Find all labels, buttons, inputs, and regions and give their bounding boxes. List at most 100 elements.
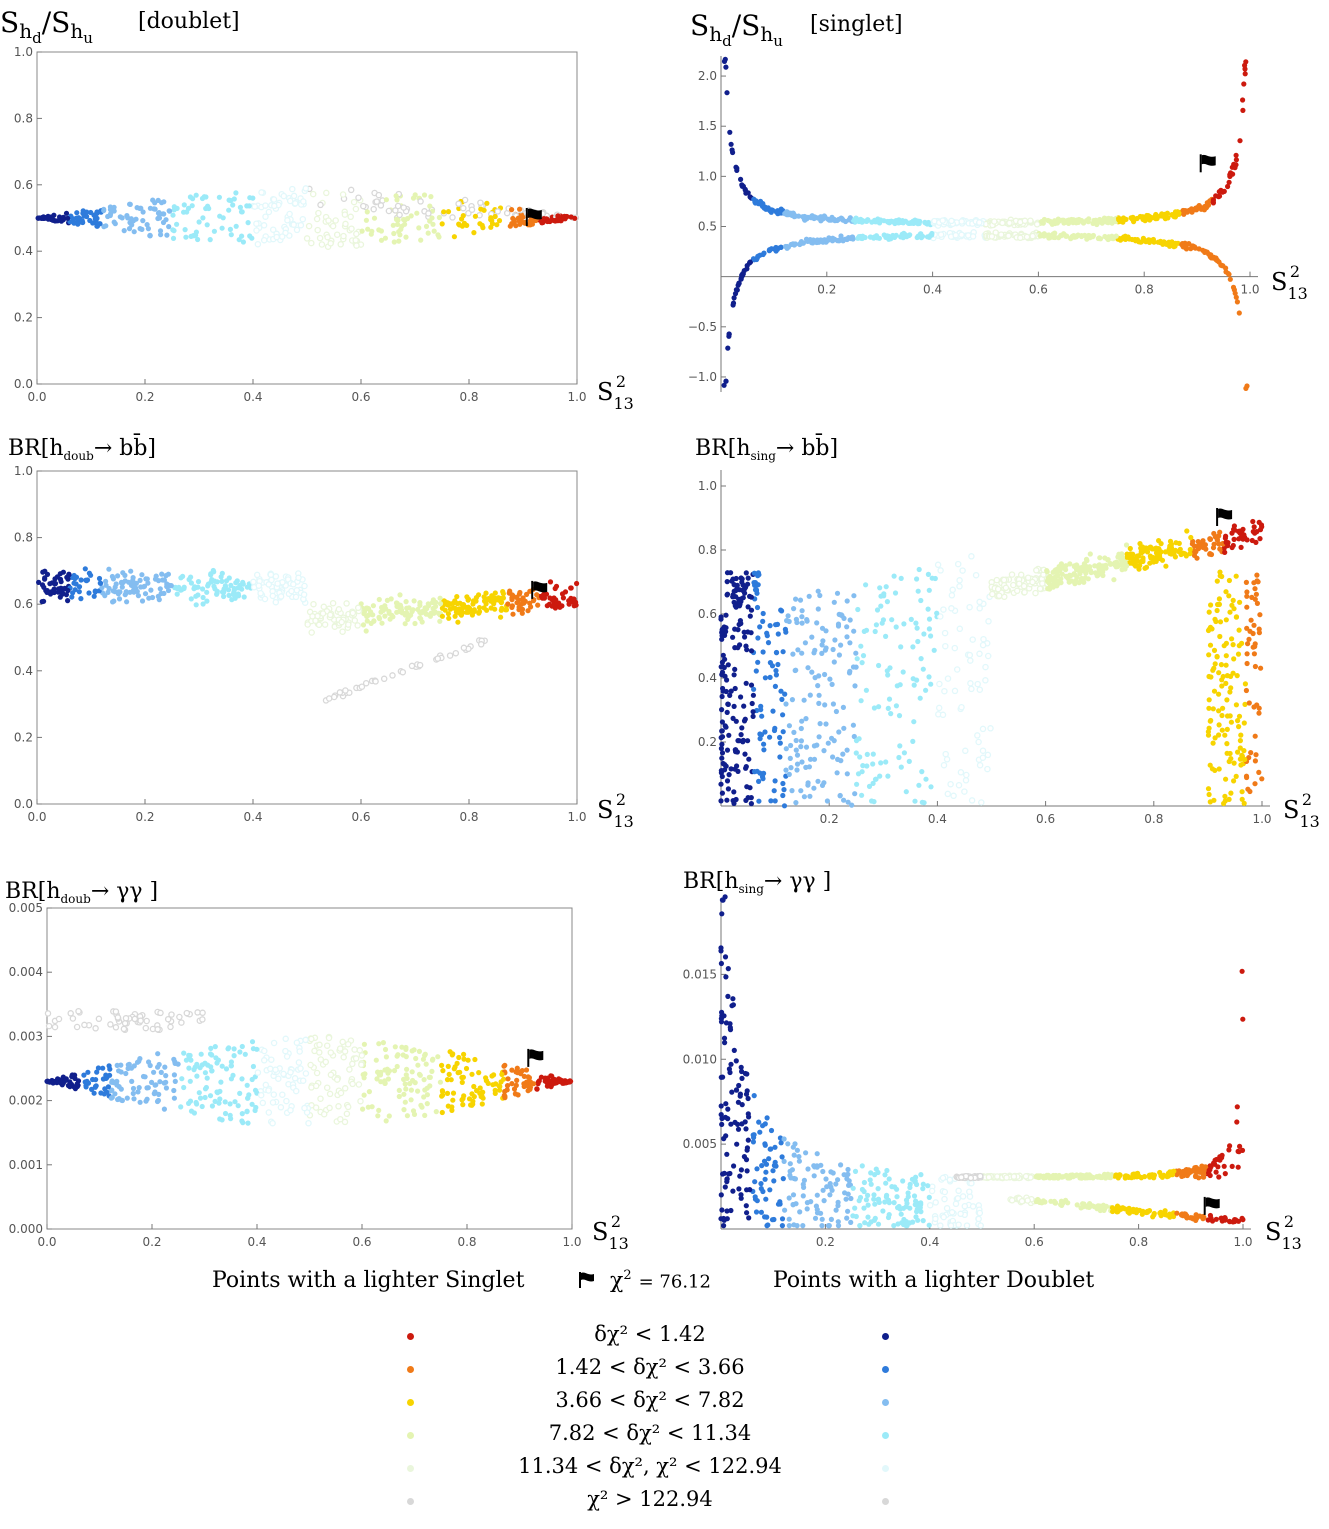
y-tick-label: 0.005	[683, 1137, 717, 1151]
data-point	[917, 695, 923, 701]
data-point	[396, 1093, 402, 1100]
data-point	[1256, 710, 1262, 716]
data-point	[734, 1141, 740, 1147]
data-point	[779, 1223, 786, 1229]
data-point	[900, 1178, 906, 1184]
data-point	[761, 250, 767, 256]
data-point	[812, 675, 818, 681]
data-point	[940, 606, 947, 613]
data-point	[325, 1034, 333, 1042]
data-point	[910, 738, 916, 745]
data-point	[424, 1101, 430, 1107]
data-point	[739, 725, 745, 731]
data-point	[365, 226, 371, 232]
data-point	[742, 187, 748, 193]
data-point	[926, 616, 933, 622]
x-tick-label: 0.8	[1129, 1235, 1148, 1249]
data-point	[156, 578, 162, 584]
data-point	[1188, 534, 1194, 541]
data-point	[804, 1206, 810, 1212]
data-point	[277, 593, 285, 600]
data-point	[929, 232, 935, 238]
data-point	[129, 1078, 135, 1084]
data-point	[535, 1081, 541, 1087]
data-point	[433, 599, 439, 606]
data-point	[786, 1195, 792, 1201]
data-point	[1195, 539, 1201, 545]
data-point	[211, 578, 218, 584]
data-point	[434, 655, 442, 662]
data-point	[744, 1147, 750, 1153]
data-point	[510, 611, 516, 617]
data-point	[1211, 647, 1218, 654]
data-point	[885, 773, 891, 779]
data-point	[411, 598, 417, 604]
data-point	[359, 228, 365, 234]
data-point	[883, 759, 889, 765]
data-point	[1178, 1170, 1184, 1176]
data-point	[798, 738, 805, 744]
x-tick-label: 0.6	[1025, 1235, 1044, 1249]
data-point	[144, 576, 150, 582]
data-point	[1050, 231, 1056, 237]
data-point	[1222, 798, 1228, 804]
data-point	[878, 217, 884, 223]
data-point	[392, 1044, 398, 1050]
data-point	[955, 1187, 962, 1195]
data-point	[137, 577, 143, 584]
data-point	[246, 203, 252, 209]
data-point	[179, 1076, 185, 1082]
data-point	[365, 612, 372, 618]
data-point	[802, 640, 809, 646]
data-point	[415, 1088, 421, 1094]
data-point	[262, 202, 269, 209]
data-point	[1236, 627, 1242, 633]
data-point	[857, 1223, 863, 1229]
data-point	[216, 194, 222, 200]
data-point	[93, 211, 99, 217]
data-point	[1144, 547, 1150, 553]
data-point	[75, 1007, 82, 1015]
data-point	[988, 233, 996, 240]
data-point	[788, 742, 794, 749]
data-point	[836, 652, 843, 658]
data-point	[863, 1197, 870, 1203]
data-point	[859, 219, 865, 225]
data-point	[81, 1072, 87, 1078]
data-point	[803, 764, 809, 771]
data-point	[976, 1172, 984, 1180]
data-point	[262, 213, 269, 220]
data-point	[1213, 1169, 1219, 1175]
data-point	[382, 235, 388, 241]
data-point	[323, 1042, 331, 1049]
data-point	[163, 573, 169, 579]
data-point	[327, 611, 334, 619]
data-point	[872, 628, 878, 635]
data-point	[1258, 665, 1264, 671]
data-point	[1036, 585, 1044, 592]
data-point	[1248, 617, 1254, 623]
data-point	[1177, 546, 1183, 552]
data-point	[1142, 565, 1148, 571]
data-point	[82, 566, 88, 572]
data-point	[261, 1047, 268, 1055]
data-point	[1252, 733, 1258, 739]
data-point	[835, 1203, 841, 1209]
data-point	[1233, 157, 1239, 163]
data-point	[777, 734, 783, 741]
data-point	[765, 1222, 771, 1228]
data-point	[896, 713, 903, 719]
data-point	[1073, 578, 1079, 584]
data-point	[797, 597, 804, 603]
data-point	[1124, 563, 1130, 569]
x-tick-label: 0.4	[243, 390, 262, 404]
data-point	[1239, 789, 1245, 795]
data-point	[1236, 724, 1242, 730]
data-point	[844, 1176, 850, 1182]
data-point	[178, 575, 184, 581]
data-point	[1216, 533, 1222, 539]
data-point	[987, 725, 994, 732]
data-point	[569, 599, 575, 605]
data-point	[1231, 656, 1237, 662]
data-point	[796, 1158, 803, 1164]
